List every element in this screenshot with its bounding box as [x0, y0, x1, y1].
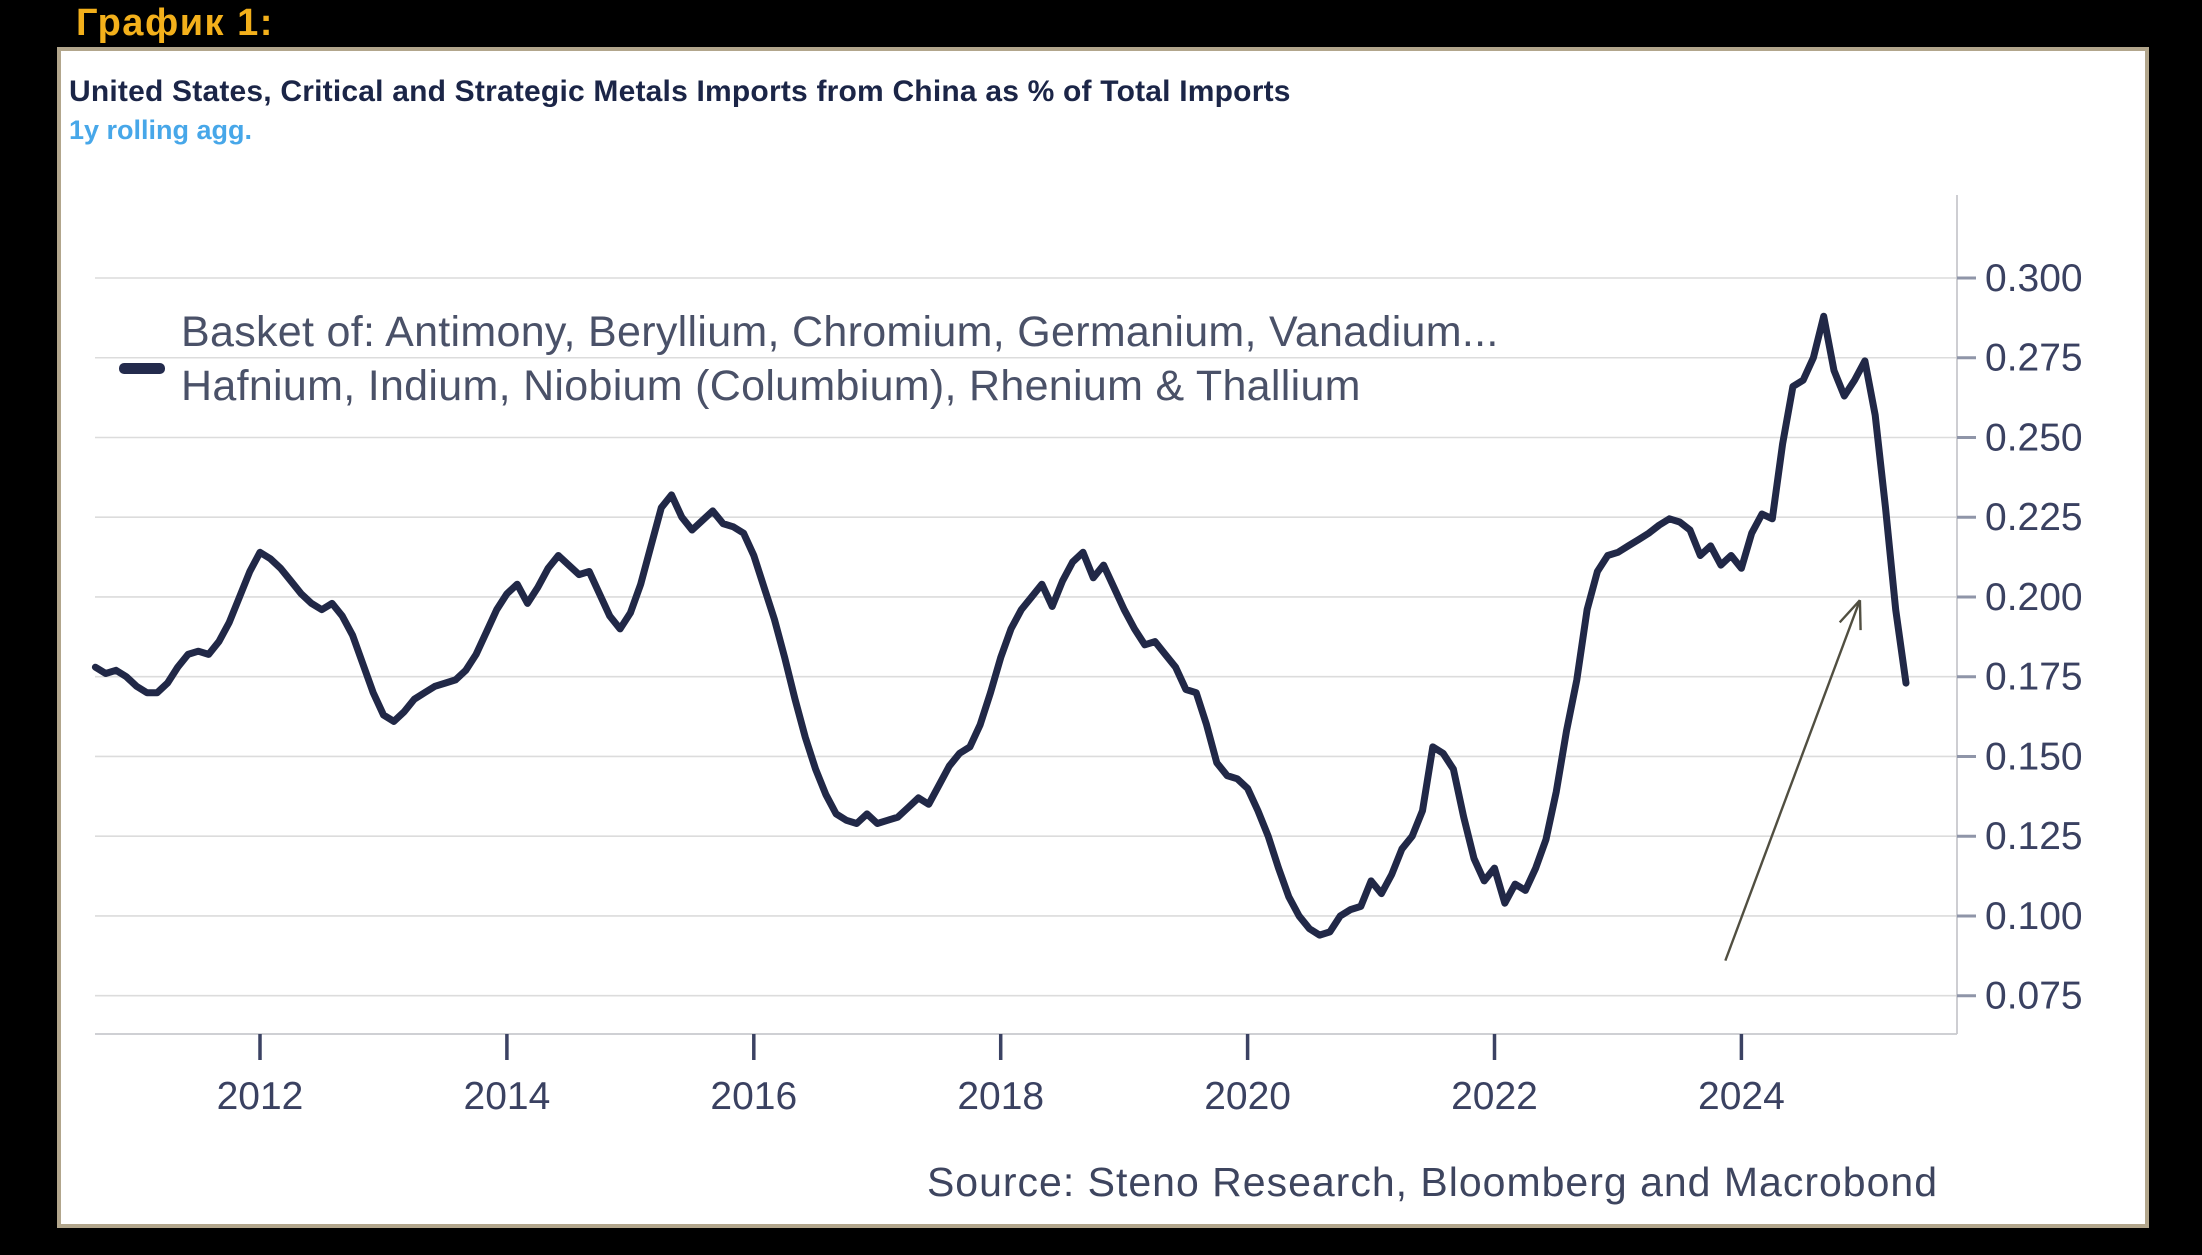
gridlines — [95, 277, 1957, 997]
y-axis-label: 0.225 — [1985, 496, 2083, 539]
x-axis-label: 2014 — [464, 1075, 551, 1118]
y-axis-label: 0.300 — [1985, 257, 2083, 300]
x-axis-label: 2012 — [217, 1075, 304, 1118]
y-axis-label: 0.200 — [1985, 576, 2083, 619]
legend-line-marker-icon — [119, 363, 165, 374]
line-chart-canvas: 0.300 0.275 0.250 0.225 0.200 0.175 0.150 0.125… — [91, 195, 2083, 1118]
chart-panel: 0.300 0.275 0.250 0.225 0.200 0.175 0.150 0.125… — [57, 47, 2149, 1228]
x-axis-label: 2022 — [1451, 1075, 1538, 1118]
source-attribution: Source: Steno Research, Bloomberg and Ma… — [926, 1159, 1938, 1205]
data-series-line — [91, 312, 1910, 939]
y-axis-label: 0.150 — [1985, 735, 2083, 778]
x-axis-label: 2016 — [710, 1075, 797, 1118]
figure-label: График 1: — [76, 2, 274, 44]
y-axis-label: 0.275 — [1985, 337, 2083, 380]
x-axis-label: 2018 — [957, 1075, 1044, 1118]
x-axis-label: 2020 — [1204, 1075, 1291, 1118]
series — [91, 312, 1910, 939]
legend-label-line1: Basket of: Antimony, Beryllium, Chromium… — [181, 308, 1499, 356]
y-axis-label: 0.125 — [1985, 815, 2083, 858]
y-axis: 0.300 0.275 0.250 0.225 0.200 0.175 0.150 0.125… — [1956, 195, 2083, 1034]
y-axis-label: 0.075 — [1985, 975, 2083, 1018]
x-axis: 2012 2014 2016 2018 2020 2022 2024 — [95, 1033, 1957, 1118]
legend-label-line2: Hafnium, Indium, Niobium (Columbium), Rh… — [181, 362, 1361, 410]
chart-subtitle: 1y rolling agg. — [69, 115, 253, 145]
y-axis-label: 0.250 — [1985, 416, 2083, 459]
chart-title: United States, Critical and Strategic Me… — [69, 75, 1291, 108]
y-axis-label: 0.175 — [1985, 656, 2083, 699]
annotation-arrow — [1724, 599, 1862, 962]
x-axis-label: 2024 — [1698, 1075, 1785, 1118]
y-axis-label: 0.100 — [1985, 895, 2083, 938]
legend: Basket of: Antimony, Beryllium, Chromium… — [119, 305, 1499, 413]
legend-labels: Basket of: Antimony, Beryllium, Chromium… — [181, 305, 1499, 413]
